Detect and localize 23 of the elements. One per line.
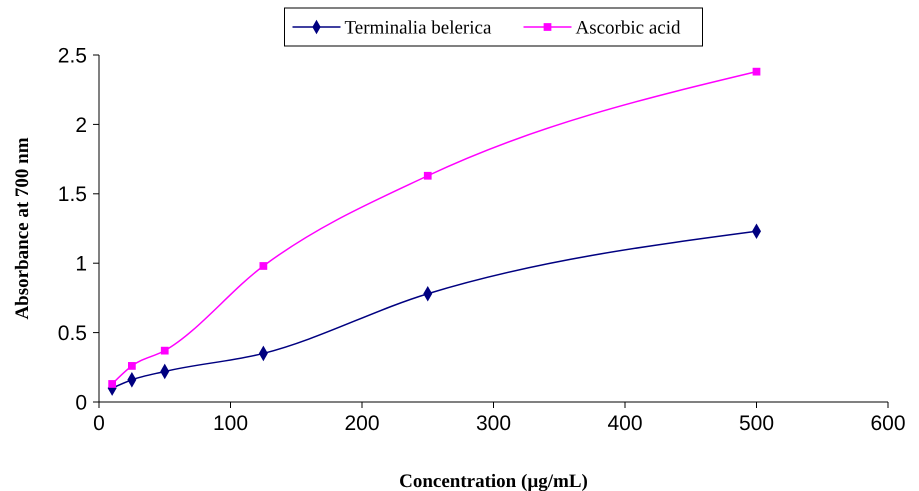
- x-tick-label: 200: [344, 412, 380, 435]
- y-tick-label: 1.5: [58, 183, 87, 206]
- x-tick-label: 0: [93, 412, 105, 435]
- y-axis-title: Absorbance at 700 nm: [12, 137, 33, 320]
- x-tick-label: 600: [870, 412, 906, 435]
- legend-label: Terminalia belerica: [344, 18, 492, 39]
- point: [260, 262, 268, 270]
- point: [160, 346, 169, 355]
- point: [108, 380, 116, 388]
- y-tick-label: 2.5: [58, 44, 87, 68]
- x-tick-label: 400: [607, 412, 643, 435]
- point: [424, 172, 432, 180]
- x-tick-label: 100: [212, 412, 248, 435]
- point: [752, 68, 760, 76]
- y-tick-label: 2: [75, 114, 87, 137]
- x-tick-label: 300: [476, 412, 512, 435]
- legend-label: Ascorbic acid: [576, 18, 681, 39]
- y-tick-label: 1: [75, 252, 87, 276]
- point: [128, 362, 136, 370]
- x-axis-title: Concentration (µg/mL): [399, 471, 588, 491]
- y-tick-label: 0: [75, 391, 87, 414]
- x-tick-label: 500: [738, 412, 774, 435]
- y-tick-label: 0.5: [58, 322, 87, 345]
